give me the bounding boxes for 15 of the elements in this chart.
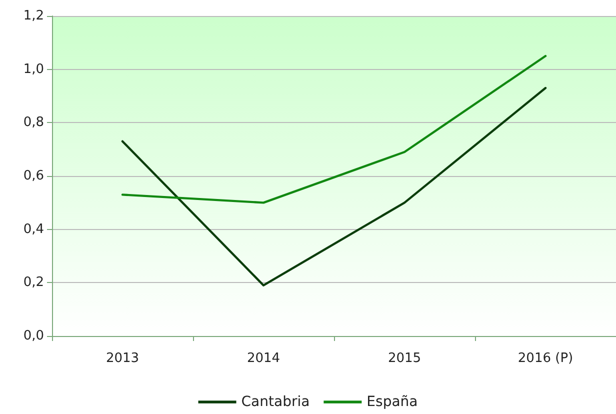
- y-tick-label: 0,6: [23, 168, 44, 184]
- y-tick-label: 1,2: [23, 8, 44, 24]
- x-tick-label: 2016 (P): [518, 351, 574, 366]
- y-tick-label: 0,4: [23, 222, 44, 237]
- x-tick-label: 2015: [388, 351, 422, 366]
- y-tick-label: 0,0: [23, 328, 44, 344]
- legend-label: España: [366, 394, 418, 410]
- legend-label: Cantabria: [241, 394, 310, 410]
- line-series: [121, 54, 547, 204]
- x-tick-label: 2013: [106, 351, 140, 366]
- y-tick-label: 0,2: [23, 275, 44, 290]
- x-tick-label: 2014: [246, 351, 280, 366]
- y-tick-label: 0,8: [23, 115, 44, 130]
- line-series: [121, 86, 547, 286]
- y-tick-label: 1,0: [23, 62, 44, 77]
